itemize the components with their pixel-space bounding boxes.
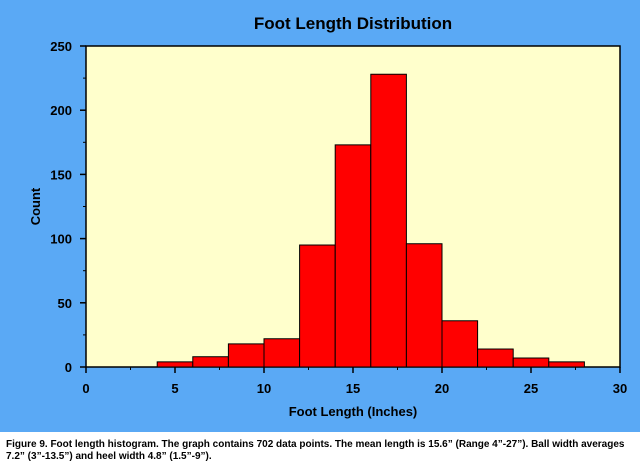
- histogram-bar: [227, 343, 265, 368]
- histogram-bar: [192, 356, 229, 368]
- axes-group: 0 5 10 15 20 25 30 0 50 100 150 200 250: [50, 39, 627, 396]
- histogram-bar: [548, 361, 585, 368]
- x-tick-label: 5: [171, 381, 178, 396]
- y-tick-label: 50: [58, 296, 72, 311]
- figure-caption: Figure 9. Foot length histogram. The gra…: [6, 439, 625, 462]
- histogram-bar: [156, 361, 194, 368]
- x-axis-label: Foot Length (Inches): [289, 404, 418, 419]
- figure-background: 0 5 10 15 20 25 30 0 50 100 150 200 250 Foot Length …: [0, 0, 640, 432]
- histogram-bar: [477, 348, 514, 368]
- x-tick-label: 25: [524, 381, 538, 396]
- x-tick-label: 0: [82, 381, 89, 396]
- y-tick-label: 250: [50, 39, 72, 54]
- histogram-bar: [441, 320, 479, 368]
- histogram-bar: [405, 243, 443, 368]
- x-tick-label: 20: [435, 381, 449, 396]
- y-tick-label: 150: [50, 167, 72, 182]
- x-tick-label: 10: [257, 381, 271, 396]
- y-tick-label: 200: [50, 103, 72, 118]
- chart-title: Foot Length Distribution: [254, 14, 452, 33]
- x-tick-label: 15: [346, 381, 360, 396]
- histogram-chart: 0 5 10 15 20 25 30 0 50 100 150 200 250 Foot Length …: [28, 14, 627, 419]
- histogram-bar: [370, 73, 407, 368]
- y-tick-label: 100: [50, 232, 72, 247]
- y-axis-label: Count: [28, 187, 43, 225]
- histogram-bar: [334, 144, 372, 368]
- bars-group: [156, 73, 585, 368]
- histogram-bar: [263, 338, 301, 368]
- y-tick-label: 0: [65, 360, 72, 375]
- histogram-bar: [512, 357, 550, 368]
- histogram-bar: [299, 244, 336, 368]
- x-tick-label: 30: [613, 381, 627, 396]
